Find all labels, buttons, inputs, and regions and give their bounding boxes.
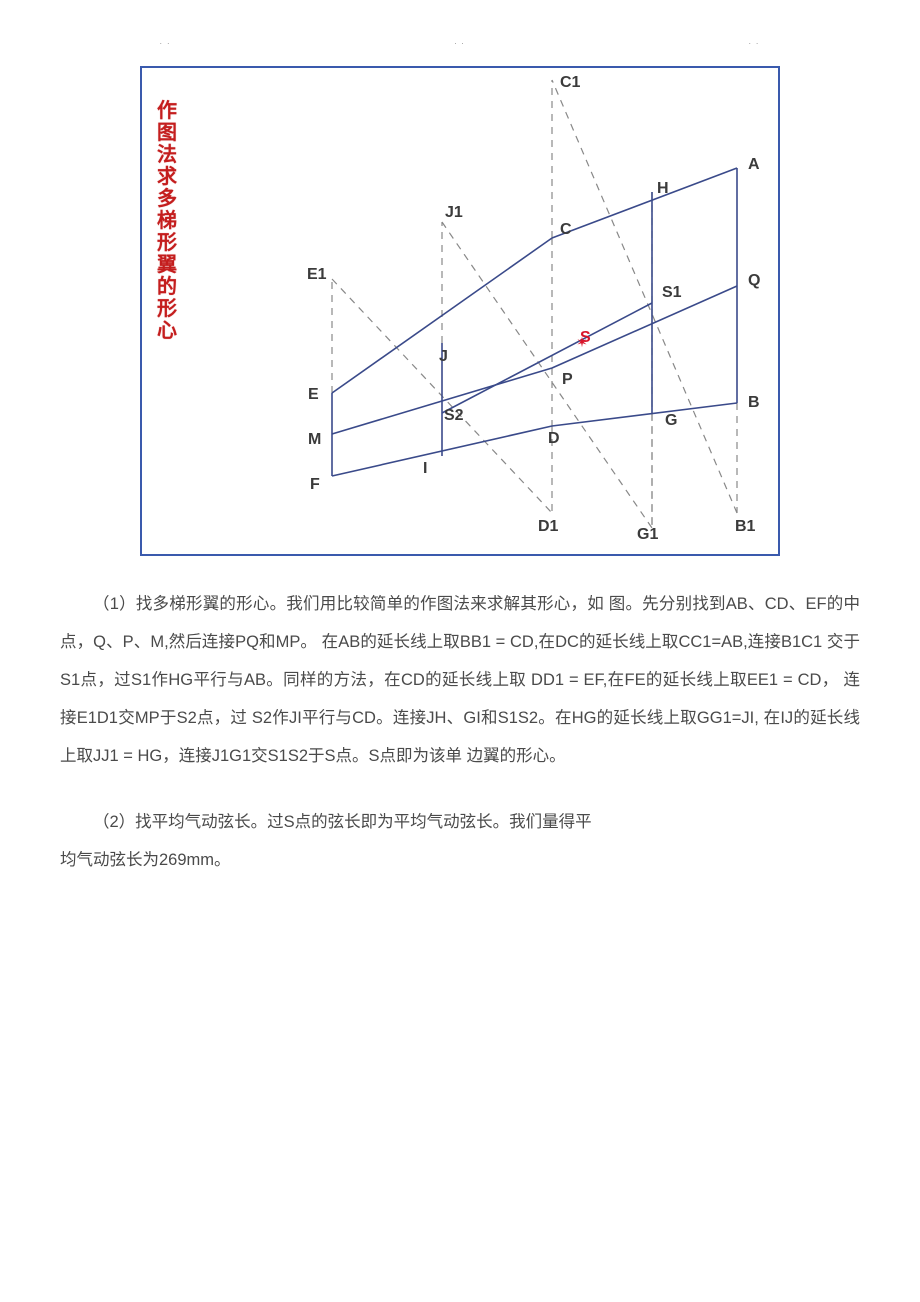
header-dots: . . . . . .: [60, 20, 860, 56]
node-label-G1: G1: [637, 526, 658, 544]
node-label-P: P: [562, 371, 573, 389]
node-label-F: F: [310, 476, 320, 494]
dots-right: . .: [749, 40, 760, 46]
node-label-E: E: [308, 386, 319, 404]
node-label-B: B: [748, 394, 760, 412]
paragraph-2b: 均气动弦长为269mm。: [60, 842, 860, 880]
paragraph-2a: （2）找平均气动弦长。过S点的弦长即为平均气动弦长。我们量得平: [60, 804, 860, 842]
paragraph-2-block: （2）找平均气动弦长。过S点的弦长即为平均气动弦长。我们量得平 均气动弦长为26…: [60, 804, 860, 880]
node-label-D: D: [548, 430, 560, 448]
node-label-S: S: [580, 329, 591, 347]
node-label-S2: S2: [444, 407, 464, 425]
node-label-J: J: [439, 348, 448, 366]
node-label-G: G: [665, 412, 677, 430]
diagram-box: 作 图 法 求 多 梯 形 翼 的 形 心 ✶ ABQB1CDPC1D1EFME…: [140, 66, 780, 556]
paragraph-1-block: （1）找多梯形翼的形心。我们用比较简单的作图法来求解其形心，如 图。先分别找到A…: [60, 586, 860, 776]
node-label-D1: D1: [538, 518, 558, 536]
node-label-M: M: [308, 431, 321, 449]
edge-Q-P: [552, 286, 737, 368]
node-label-Q: Q: [748, 272, 760, 290]
node-label-S1: S1: [662, 284, 682, 302]
paragraph-1: （1）找多梯形翼的形心。我们用比较简单的作图法来求解其形心，如 图。先分别找到A…: [60, 586, 860, 776]
node-label-C1: C1: [560, 74, 580, 92]
dots-center: . .: [454, 40, 465, 46]
edge-B-D: [552, 403, 737, 426]
node-label-J1: J1: [445, 204, 463, 222]
node-label-H: H: [657, 180, 669, 198]
edge-J1-G1: [442, 222, 652, 528]
edge-B1-C1: [552, 80, 737, 513]
edge-S1-S2: [442, 303, 652, 413]
node-label-A: A: [748, 156, 760, 174]
dots-left: . .: [160, 40, 171, 46]
node-label-E1: E1: [307, 266, 327, 284]
diagram-container: 作 图 法 求 多 梯 形 翼 的 形 心 ✶ ABQB1CDPC1D1EFME…: [60, 66, 860, 556]
diagram-svg: ✶: [142, 68, 780, 556]
node-label-C: C: [560, 221, 572, 239]
node-label-B1: B1: [735, 518, 755, 536]
node-label-I: I: [423, 460, 427, 478]
edge-A-C: [552, 168, 737, 238]
